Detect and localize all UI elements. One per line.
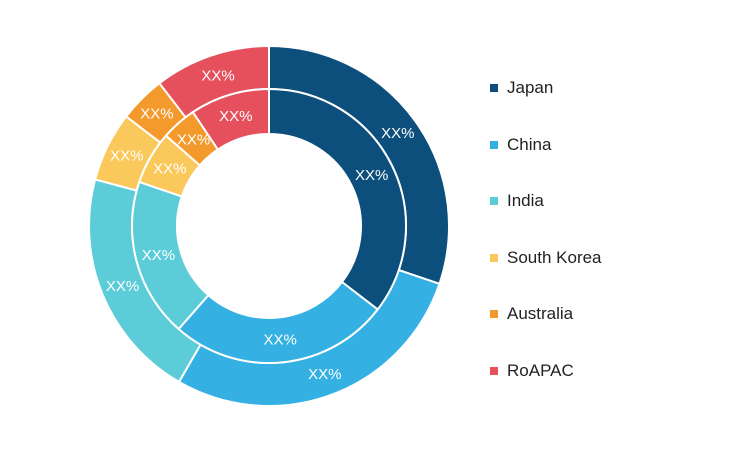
inner-label-roapac: XX% <box>219 108 252 125</box>
inner-slice-roapac <box>191 87 270 151</box>
legend-label-south-korea: South Korea <box>507 247 602 267</box>
outer-label-india: XX% <box>106 278 139 295</box>
legend-swatch-roapac <box>490 366 498 375</box>
inner-label-india: XX% <box>142 247 175 264</box>
legend-item-roapac: RoAPAC <box>490 357 730 385</box>
legend-swatch-south-korea <box>490 253 498 262</box>
legend: Japan China India South Korea Australia … <box>490 74 730 414</box>
legend-swatch-china <box>490 140 498 149</box>
legend-swatch-japan <box>490 84 498 92</box>
legend-item-australia: Australia <box>490 300 730 328</box>
outer-label-roapac: XX% <box>201 67 234 84</box>
legend-label-australia: Australia <box>507 304 574 324</box>
outer-label-south-korea: XX% <box>110 147 143 164</box>
outer-label-australia: XX% <box>140 105 173 122</box>
donut-chart: XX%XX%XX%XX%XX%XX%XX%XX%XX%XX%XX%XX% <box>88 44 450 407</box>
inner-label-south-korea: XX% <box>153 160 186 177</box>
inner-label-china: XX% <box>264 331 297 348</box>
legend-swatch-australia <box>490 310 498 319</box>
legend-label-india: India <box>507 191 544 211</box>
legend-label-china: China <box>507 134 552 154</box>
legend-label-japan: Japan <box>507 78 554 97</box>
legend-item-japan: Japan <box>490 74 730 102</box>
inner-slice-japan <box>268 87 407 311</box>
legend-item-china: China <box>490 131 730 159</box>
legend-item-south-korea: South Korea <box>490 244 730 272</box>
outer-label-japan: XX% <box>381 125 414 142</box>
outer-label-china: XX% <box>308 366 341 383</box>
inner-label-australia: XX% <box>177 131 210 148</box>
legend-swatch-india <box>490 197 498 206</box>
legend-label-roapac: RoAPAC <box>507 360 574 380</box>
inner-label-japan: XX% <box>355 167 388 184</box>
legend-item-india: India <box>490 187 730 215</box>
